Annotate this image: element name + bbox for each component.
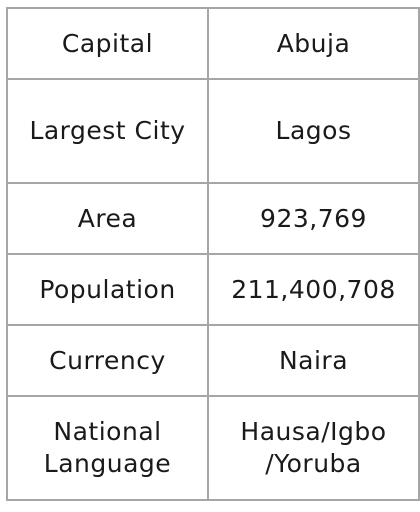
row-value-currency: Naira xyxy=(207,324,420,397)
row-value-area: 923,769 xyxy=(207,182,420,255)
row-key-currency: Currency xyxy=(6,324,209,397)
row-value-national-language: Hausa/Igbo /Yoruba xyxy=(207,395,420,501)
row-key-national-language: National Language xyxy=(6,395,209,501)
table-row: Capital Abuja xyxy=(6,7,420,80)
row-key-area: Area xyxy=(6,182,209,255)
table-row: Currency Naira xyxy=(6,324,420,397)
table-body: Capital Abuja Largest City Lagos Area 92… xyxy=(6,7,420,501)
table-row: National Language Hausa/Igbo /Yoruba xyxy=(6,395,420,501)
row-key-largest-city: Largest City xyxy=(6,78,209,184)
table-row: Area 923,769 xyxy=(6,182,420,255)
row-value-population: 211,400,708 xyxy=(207,253,420,326)
row-key-capital: Capital xyxy=(6,7,209,80)
table-row: Population 211,400,708 xyxy=(6,253,420,326)
country-facts-table: Capital Abuja Largest City Lagos Area 92… xyxy=(6,7,420,501)
table-row: Largest City Lagos xyxy=(6,78,420,184)
row-key-population: Population xyxy=(6,253,209,326)
row-value-capital: Abuja xyxy=(207,7,420,80)
row-value-largest-city: Lagos xyxy=(207,78,420,184)
